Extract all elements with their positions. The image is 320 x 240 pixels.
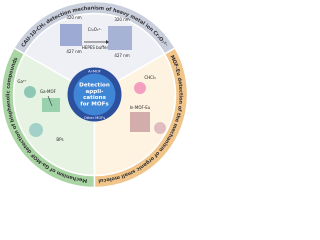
sector-label: 427 nm (114, 53, 129, 58)
sector-label: CHCl₃ (144, 75, 156, 80)
sector-ring (0, 46, 96, 189)
sector-label: BPs (56, 137, 63, 142)
center-text: for MOFs (80, 101, 109, 107)
center-circle (73, 73, 116, 116)
diagram: CAU-10-CH₃ detection mechanism of heavy … (0, 0, 189, 189)
sector-label: Ga³⁺ (17, 79, 26, 84)
sector-label: 320 nm (114, 17, 129, 22)
right-illustration (130, 82, 166, 134)
center-text: Detection (79, 83, 110, 89)
center-tag: Other MOFs (84, 116, 105, 120)
sector-ring (93, 46, 189, 189)
sector-label: 427 nm (66, 49, 81, 54)
sector-label: In-MOF-Eu (130, 105, 151, 110)
sector-label: Ga-MOF (40, 89, 57, 94)
sector-label: 320 nm (66, 15, 81, 20)
center-text: cations (83, 95, 107, 101)
left-illustration (24, 86, 60, 137)
sector-label: HEPES buffer (82, 45, 109, 50)
sector-label: Cr₂O₇²⁻ (88, 27, 103, 32)
center-text: appli- (86, 89, 105, 95)
top-illustration (60, 24, 132, 50)
center-tag: Al-MOF (88, 70, 101, 74)
